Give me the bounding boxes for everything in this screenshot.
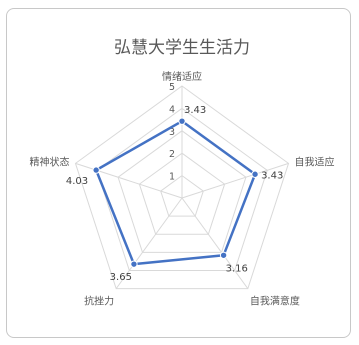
axis-label: 抗挫力 (84, 295, 114, 308)
data-label: 3.16 (226, 263, 248, 274)
chart-title: 弘慧大学生生活力 (114, 38, 250, 58)
data-point (178, 117, 186, 125)
chart-frame (6, 8, 351, 338)
data-label: 4.03 (66, 176, 88, 187)
tick-label: 4 (169, 104, 175, 115)
tick-label: 1 (169, 172, 175, 183)
series-layer (92, 117, 259, 268)
axis-label: 自我适应 (295, 155, 335, 168)
tick-label: 2 (169, 149, 175, 160)
series-line (94, 119, 257, 266)
data-label: 3.43 (261, 170, 283, 181)
axis-label: 自我满意度 (250, 295, 300, 308)
data-point (219, 251, 228, 259)
grid-spoke-4 (115, 197, 183, 289)
radial-tick-labels: 1 2 3 4 5 (169, 82, 175, 183)
axis-label: 情绪适应 (162, 70, 202, 83)
grid-spoke-3 (181, 197, 249, 289)
data-point (92, 166, 100, 174)
grid-ring-2 (138, 152, 226, 235)
tick-label: 5 (169, 82, 175, 93)
data-point (251, 170, 259, 178)
radar-grid (74, 85, 290, 290)
grid-ring-5 (74, 85, 290, 290)
grid-ring-3 (117, 130, 247, 253)
grid-ring-1 (160, 174, 204, 217)
grid-spoke-2 (181, 162, 289, 199)
data-point (130, 260, 138, 268)
tick-label: 3 (169, 127, 175, 138)
data-label: 3.65 (110, 272, 132, 283)
axis-label: 精神状态 (29, 155, 69, 168)
grid-spoke-5 (75, 162, 183, 199)
data-label: 3.43 (184, 105, 206, 116)
data-labels: 3.43 3.43 3.16 3.65 4.03 (66, 105, 283, 283)
grid-ring-4 (96, 107, 268, 271)
